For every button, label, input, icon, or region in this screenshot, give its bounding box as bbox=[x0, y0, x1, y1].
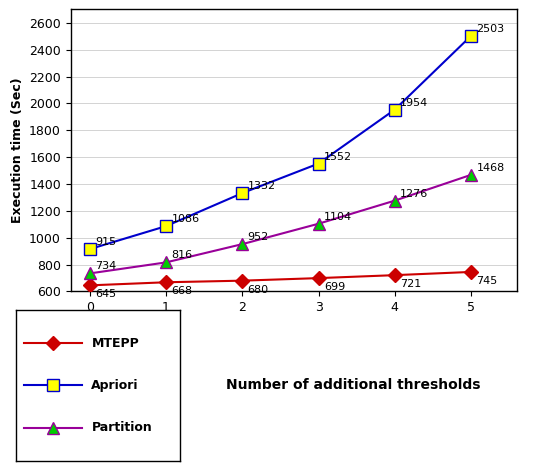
Text: 668: 668 bbox=[171, 286, 193, 296]
Text: 1552: 1552 bbox=[324, 151, 352, 162]
Text: 645: 645 bbox=[95, 290, 116, 299]
Text: 1468: 1468 bbox=[477, 163, 505, 173]
Text: Number of additional thresholds: Number of additional thresholds bbox=[226, 378, 481, 392]
Text: 2503: 2503 bbox=[477, 24, 504, 34]
Text: 721: 721 bbox=[400, 279, 422, 289]
Text: 1276: 1276 bbox=[400, 188, 428, 199]
Text: Partition: Partition bbox=[91, 421, 152, 434]
Text: 1104: 1104 bbox=[324, 212, 352, 222]
Text: MTEPP: MTEPP bbox=[91, 337, 139, 350]
Text: 734: 734 bbox=[95, 261, 116, 271]
Text: 915: 915 bbox=[95, 237, 116, 247]
Text: 816: 816 bbox=[171, 251, 193, 260]
Text: 1954: 1954 bbox=[400, 98, 428, 108]
Text: 1086: 1086 bbox=[171, 214, 200, 224]
Text: 699: 699 bbox=[324, 282, 345, 292]
Text: 745: 745 bbox=[477, 276, 498, 286]
Text: 952: 952 bbox=[248, 232, 269, 242]
Text: 1332: 1332 bbox=[248, 181, 276, 191]
Text: 680: 680 bbox=[248, 285, 269, 295]
Y-axis label: Execution time (Sec): Execution time (Sec) bbox=[10, 78, 23, 223]
Text: Apriori: Apriori bbox=[91, 379, 139, 392]
